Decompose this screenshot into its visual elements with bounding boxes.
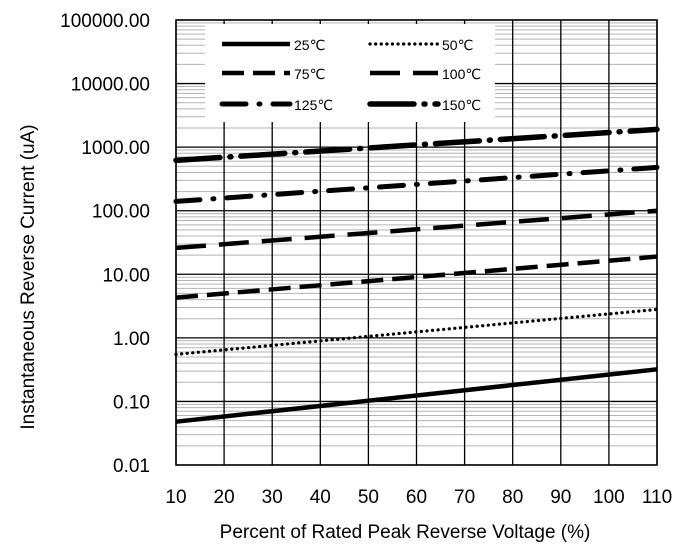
y-axis-title: Instantaneous Reverse Current (uA) [18,124,39,429]
series-line [174,307,659,356]
x-axis-title: Percent of Rated Peak Reverse Voltage (%… [220,522,591,543]
legend-label: 50℃ [442,37,473,53]
x-tick-label: 60 [406,487,427,508]
series-line [173,126,660,164]
x-tick-label: 40 [310,487,331,508]
series-line [175,367,658,424]
x-tick-label: 100 [593,487,625,508]
x-tick-label: 110 [642,487,672,508]
x-tick-label: 20 [214,487,235,508]
x-tick-label: 10 [165,487,186,508]
legend-label: 125℃ [294,97,333,113]
y-tick-label: 100.00 [92,202,150,223]
plot-frame [175,19,658,466]
legend-layer: 25℃ 50℃ 75℃ 100℃ 125℃ 150℃ [205,24,495,122]
y-tick-label: 0.10 [113,392,150,413]
axis-layer: 0.01 0.10 1.00 10.00 100.00 1000.00 10000.00 10… [60,11,672,508]
y-tick-label: 100000.00 [60,11,150,32]
legend-label: 100℃ [442,66,481,82]
y-tick-label: 10.00 [102,265,150,286]
y-tick-label: 10000.00 [71,75,150,96]
x-tick-label: 30 [262,487,283,508]
x-tick-label: 90 [550,487,571,508]
y-tick-label: 1000.00 [81,138,150,159]
series-line [175,254,658,300]
x-tick-label: 80 [502,487,523,508]
x-tick-label: 70 [454,487,475,508]
series-line [175,208,658,251]
legend-label: 75℃ [294,66,325,82]
series-layer [173,126,660,424]
legend-label: 25℃ [294,37,325,53]
y-tick-label: 1.00 [113,329,150,350]
x-tick-label: 50 [358,487,379,508]
y-tick-label: 0.01 [113,456,150,477]
series-line [173,164,660,204]
legend-label: 150℃ [442,97,481,113]
